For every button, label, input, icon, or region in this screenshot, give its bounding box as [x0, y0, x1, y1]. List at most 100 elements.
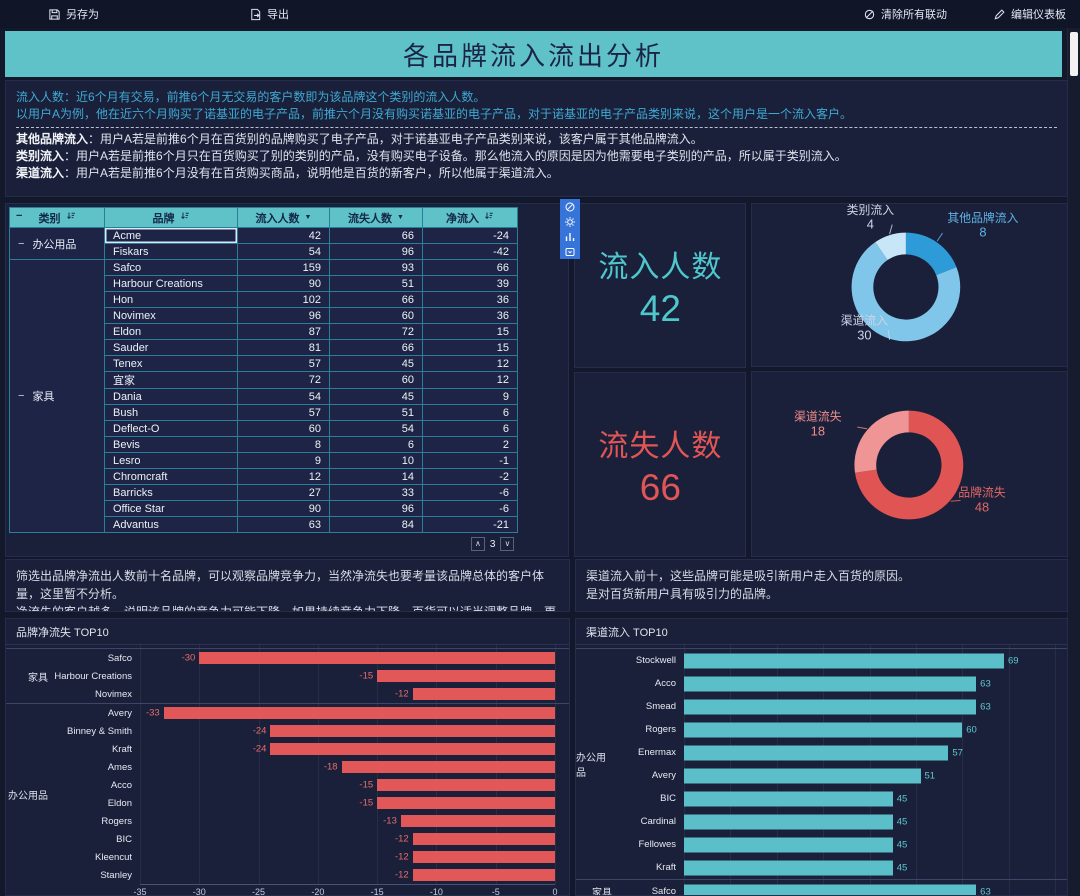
- net-cell[interactable]: 66: [422, 259, 518, 276]
- brand-cell[interactable]: Bevis: [104, 436, 238, 453]
- brand-cell[interactable]: Office Star: [104, 500, 238, 517]
- bar-Rogers[interactable]: [400, 815, 555, 827]
- brand-cell[interactable]: 宜家: [104, 371, 238, 389]
- scrollbar-thumb[interactable]: [1070, 32, 1078, 76]
- page-up-button[interactable]: ∧: [470, 537, 485, 551]
- bar-Safco[interactable]: [199, 652, 555, 664]
- brand-cell[interactable]: Novimex: [104, 307, 238, 324]
- category-cell-家具[interactable]: − 家具: [9, 259, 105, 533]
- brand-cell[interactable]: Tenex: [104, 355, 238, 372]
- net-cell[interactable]: -1: [422, 452, 518, 469]
- bar-BIC[interactable]: [412, 833, 555, 845]
- save-as-button[interactable]: 另存为: [48, 6, 99, 22]
- donut-segment-类别流入[interactable]: [875, 232, 907, 261]
- inflow-cell[interactable]: 12: [237, 468, 330, 485]
- net-cell[interactable]: 39: [422, 275, 518, 292]
- bar-Rogers[interactable]: [684, 722, 963, 737]
- net-cell[interactable]: 6: [422, 420, 518, 437]
- sort-icon-wrap[interactable]: [484, 211, 494, 224]
- brand-cell[interactable]: Fiskars: [104, 243, 238, 260]
- column-header-净流入[interactable]: 净流入: [422, 207, 518, 228]
- column-header-类别[interactable]: − 类别: [9, 207, 105, 228]
- brand-cell[interactable]: Sauder: [104, 339, 238, 356]
- bar-Safco[interactable]: [684, 884, 977, 895]
- outflow-cell[interactable]: 14: [329, 468, 423, 485]
- bar-Acco[interactable]: [377, 779, 555, 791]
- brand-cell[interactable]: Hon: [104, 291, 238, 308]
- net-cell[interactable]: 2: [422, 436, 518, 453]
- bar-Smead[interactable]: [684, 699, 977, 714]
- outflow-cell[interactable]: 66: [329, 339, 423, 356]
- collapse-icon[interactable]: −: [18, 237, 25, 250]
- clear-linkage-button[interactable]: 清除所有联动: [863, 6, 947, 22]
- net-cell[interactable]: -42: [422, 243, 518, 260]
- column-header-流入人数[interactable]: 流入人数 ▼: [237, 207, 330, 228]
- outflow-cell[interactable]: 66: [329, 291, 423, 308]
- bar-Enermax[interactable]: [684, 745, 949, 760]
- bar-Eldon[interactable]: [377, 797, 555, 809]
- net-cell[interactable]: -24: [422, 227, 518, 244]
- outflow-cell[interactable]: 45: [329, 355, 423, 372]
- inflow-cell[interactable]: 87: [237, 323, 330, 340]
- bar-Kraft[interactable]: [270, 743, 555, 755]
- net-cell[interactable]: 15: [422, 339, 518, 356]
- inflow-cell[interactable]: 90: [237, 500, 330, 517]
- inflow-cell[interactable]: 90: [237, 275, 330, 292]
- column-header-品牌[interactable]: 品牌: [104, 207, 238, 228]
- inflow-cell[interactable]: 81: [237, 339, 330, 356]
- bar-Fellowes[interactable]: [684, 837, 893, 852]
- outflow-cell[interactable]: 72: [329, 323, 423, 340]
- brand-cell[interactable]: Eldon: [104, 323, 238, 340]
- inflow-cell[interactable]: 57: [237, 355, 330, 372]
- filter-icon[interactable]: ▼: [304, 214, 312, 221]
- export-widget-button[interactable]: [560, 244, 580, 259]
- inflow-cell[interactable]: 27: [237, 484, 330, 501]
- outflow-cell[interactable]: 84: [329, 516, 423, 533]
- net-cell[interactable]: 12: [422, 371, 518, 389]
- brand-cell[interactable]: Advantus: [104, 516, 238, 533]
- donut-segment-渠道流失[interactable]: [854, 410, 910, 473]
- bar-Binney & Smith[interactable]: [270, 725, 555, 737]
- brand-cell[interactable]: Barricks: [104, 484, 238, 501]
- collapse-icon[interactable]: −: [16, 210, 23, 222]
- brand-cell[interactable]: Acme: [104, 227, 238, 244]
- export-button[interactable]: 导出: [249, 6, 289, 22]
- edit-dashboard-button[interactable]: 编辑仪表板: [993, 6, 1066, 22]
- bar-Avery[interactable]: [163, 707, 555, 719]
- bar-Avery[interactable]: [684, 768, 921, 783]
- net-cell[interactable]: 9: [422, 388, 518, 405]
- donut-segment-品牌流失[interactable]: [855, 410, 964, 520]
- inflow-cell[interactable]: 60: [237, 420, 330, 437]
- brand-cell[interactable]: Chromcraft: [104, 468, 238, 485]
- net-cell[interactable]: -2: [422, 468, 518, 485]
- settings-button[interactable]: [560, 214, 580, 229]
- bar-Kleencut[interactable]: [412, 851, 555, 863]
- outflow-cell[interactable]: 66: [329, 227, 423, 244]
- inflow-cell[interactable]: 42: [237, 227, 330, 244]
- outflow-cell[interactable]: 60: [329, 307, 423, 324]
- outflow-cell[interactable]: 54: [329, 420, 423, 437]
- brand-cell[interactable]: Bush: [104, 404, 238, 421]
- net-cell[interactable]: -6: [422, 484, 518, 501]
- collapse-icon[interactable]: −: [18, 390, 25, 402]
- outflow-cell[interactable]: 51: [329, 404, 423, 421]
- donut-segment-渠道流入[interactable]: [851, 242, 961, 342]
- sort-icon-wrap[interactable]: [180, 211, 190, 224]
- net-cell[interactable]: -21: [422, 516, 518, 533]
- inflow-cell[interactable]: 102: [237, 291, 330, 308]
- outflow-cell[interactable]: 6: [329, 436, 423, 453]
- bar-Novimex[interactable]: [412, 688, 555, 700]
- net-cell[interactable]: -6: [422, 500, 518, 517]
- outflow-cell[interactable]: 33: [329, 484, 423, 501]
- column-header-流失人数[interactable]: 流失人数 ▼: [329, 207, 423, 228]
- net-cell[interactable]: 6: [422, 404, 518, 421]
- brand-cell[interactable]: Deflect-O: [104, 420, 238, 437]
- inflow-cell[interactable]: 63: [237, 516, 330, 533]
- outflow-cell[interactable]: 45: [329, 388, 423, 405]
- outflow-cell[interactable]: 96: [329, 500, 423, 517]
- inflow-cell[interactable]: 72: [237, 371, 330, 389]
- brand-cell[interactable]: Harbour Creations: [104, 275, 238, 292]
- inflow-cell[interactable]: 54: [237, 388, 330, 405]
- outflow-cell[interactable]: 10: [329, 452, 423, 469]
- page-down-button[interactable]: ∨: [500, 537, 515, 551]
